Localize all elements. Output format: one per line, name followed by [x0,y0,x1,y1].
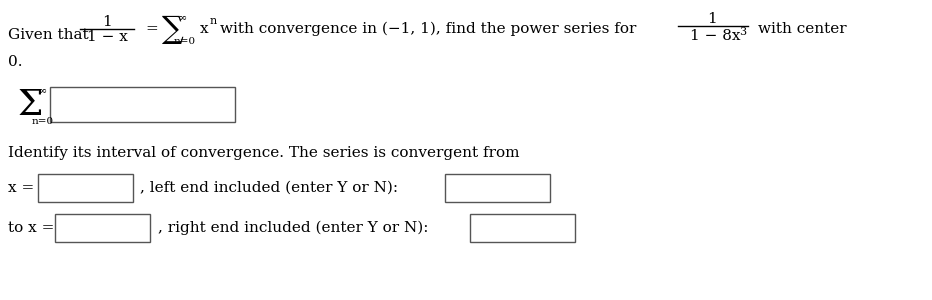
Text: n=0: n=0 [32,116,54,125]
Text: x: x [200,22,209,36]
Text: 3: 3 [739,27,747,37]
Text: ∞: ∞ [178,12,187,22]
Text: ∑: ∑ [162,14,184,44]
Text: n: n [210,16,217,26]
Text: , left end included (enter Y or N):: , left end included (enter Y or N): [140,181,398,195]
FancyBboxPatch shape [50,87,235,122]
Text: , right end included (enter Y or N):: , right end included (enter Y or N): [158,221,429,235]
Text: ∞: ∞ [38,85,48,95]
Text: Identify its interval of convergence. The series is convergent from: Identify its interval of convergence. Th… [8,146,519,160]
FancyBboxPatch shape [38,174,133,202]
Text: x =: x = [8,181,34,195]
Text: Σ: Σ [18,88,44,122]
Text: 1 − 8x: 1 − 8x [690,29,741,43]
Text: with convergence in (−1, 1), find the power series for: with convergence in (−1, 1), find the po… [220,22,637,36]
Text: 0.: 0. [8,55,22,69]
Text: 1: 1 [707,12,717,26]
Text: =: = [145,22,158,36]
Text: Given that: Given that [8,28,89,42]
Text: to x =: to x = [8,221,54,235]
FancyBboxPatch shape [470,214,575,242]
FancyBboxPatch shape [445,174,550,202]
Text: with center: with center [758,22,846,36]
Text: n=0: n=0 [174,38,196,46]
Text: 1 − x: 1 − x [87,30,128,44]
FancyBboxPatch shape [55,214,150,242]
Text: 1: 1 [103,15,112,29]
